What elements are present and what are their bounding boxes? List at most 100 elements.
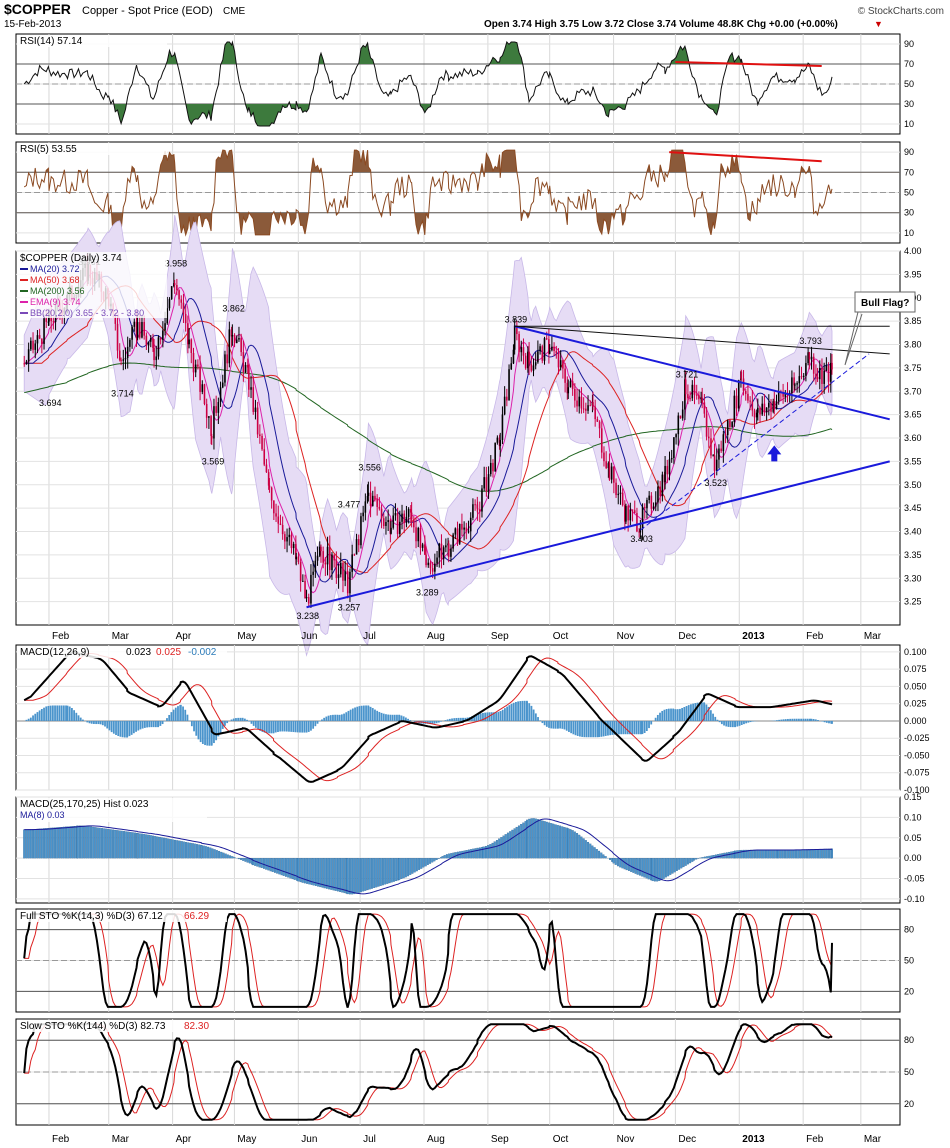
macd-hist-bar — [99, 720, 102, 725]
hist-bar — [418, 858, 421, 870]
candle-body — [224, 354, 226, 383]
hist-bar — [69, 826, 72, 859]
macd-hist-bar — [29, 717, 32, 721]
hist-bar — [474, 848, 477, 859]
hist-bar — [308, 858, 311, 885]
callout-pointer — [844, 311, 863, 366]
candle-body — [757, 407, 759, 413]
candle-body — [314, 560, 317, 572]
candle-body — [527, 351, 529, 369]
hist-bar — [244, 858, 247, 862]
hist-bar — [426, 858, 429, 865]
macd-hist-bar — [261, 720, 264, 732]
candle-body — [286, 537, 288, 542]
macd-hist-bar — [168, 714, 171, 721]
candle-body — [427, 562, 430, 566]
candle-body — [700, 397, 702, 400]
candle-body — [681, 409, 684, 419]
hist-bar — [548, 822, 551, 859]
candle-body — [228, 329, 231, 364]
price-panel: 3.25 3.30 3.35 3.40 3.45 3.50 3.55 3.60 3.65 3.70… — [15, 215, 922, 657]
hist-bar — [545, 821, 548, 859]
macd-hist-bar — [143, 720, 146, 728]
candle-body — [617, 493, 620, 496]
candle-body — [281, 524, 284, 535]
macd-hist-bar — [246, 719, 248, 721]
macd-hist-bar — [354, 707, 356, 721]
hist-bar — [623, 858, 626, 870]
candle-body — [438, 543, 441, 558]
hist-bar — [282, 858, 285, 876]
y-tick-label: 3.80 — [904, 340, 922, 350]
hist-bar — [678, 858, 681, 870]
macd-hist-bar — [650, 720, 653, 725]
macd-hist-bar — [687, 705, 690, 721]
candle-body — [512, 349, 515, 364]
macd-hist-bar — [190, 720, 193, 727]
candle-body — [472, 504, 474, 518]
candle-body — [615, 482, 617, 496]
macd-hist-bar — [626, 720, 629, 735]
candle-body — [705, 413, 708, 437]
candle-body — [242, 352, 245, 373]
candle-body — [173, 283, 175, 287]
candle-body — [149, 338, 152, 342]
candle-body — [720, 448, 722, 452]
macd-hist-bar — [784, 719, 787, 721]
hist-bar — [297, 858, 300, 882]
sto-legend: Full STO %K(14,3) %D(3) 67.12 — [20, 911, 163, 922]
candle-body — [589, 405, 592, 407]
candle-body — [221, 382, 224, 388]
macd-hist-bar — [810, 718, 813, 721]
hist-bar — [351, 858, 354, 895]
macd-hist-bar — [334, 714, 337, 721]
hist-bar — [29, 829, 32, 859]
y-tick-label: 3.50 — [904, 480, 922, 490]
macd-hist-bar — [206, 720, 209, 746]
macd-hist-bar — [413, 720, 416, 722]
hist-bar — [242, 858, 245, 861]
hist-bar — [563, 827, 566, 859]
candle-body — [203, 384, 206, 404]
legend-entry: MA(200) 3.56 — [30, 286, 85, 296]
hist-bar — [162, 837, 165, 859]
candle-body — [812, 356, 815, 374]
hist-bar — [621, 858, 624, 869]
macd-hist-bar — [38, 710, 41, 721]
hist-bar — [325, 858, 328, 889]
candle-body — [567, 387, 570, 394]
macd-signal-line — [24, 653, 833, 782]
hist-bar — [330, 858, 333, 890]
candle-body — [592, 402, 594, 407]
macd-hist-bar — [723, 720, 725, 726]
hist-bar — [56, 827, 59, 859]
candle-body — [476, 508, 479, 510]
candle-body — [364, 501, 367, 513]
candle-body — [773, 401, 776, 410]
candle-body — [349, 571, 351, 594]
candle-body — [442, 547, 445, 560]
candle-body — [605, 461, 607, 469]
candle-body — [362, 512, 364, 517]
x-axis-month-label: Feb — [52, 631, 70, 642]
hist-bar — [576, 833, 579, 859]
macd-hist-bar — [66, 705, 69, 721]
macd-hist-bar — [182, 706, 184, 721]
y-tick-label: 3.95 — [904, 269, 922, 279]
candle-body — [217, 402, 220, 413]
macd-hist-bar — [239, 717, 242, 721]
candle-body — [627, 506, 629, 521]
macd-hist-bar — [73, 710, 76, 721]
macd-hist-bar — [791, 718, 794, 721]
macd-hist-bar — [521, 700, 524, 721]
macd-hist-bar — [530, 705, 533, 721]
macd-hist-bar — [336, 714, 339, 721]
candle-body — [124, 357, 127, 360]
macd-hist-bar — [659, 712, 661, 721]
candle-body — [675, 434, 677, 438]
candle-body — [295, 543, 297, 560]
trendline — [514, 325, 890, 355]
hist-bar — [740, 849, 743, 859]
macd-hist-bar — [787, 718, 789, 721]
candle-body — [120, 359, 122, 361]
